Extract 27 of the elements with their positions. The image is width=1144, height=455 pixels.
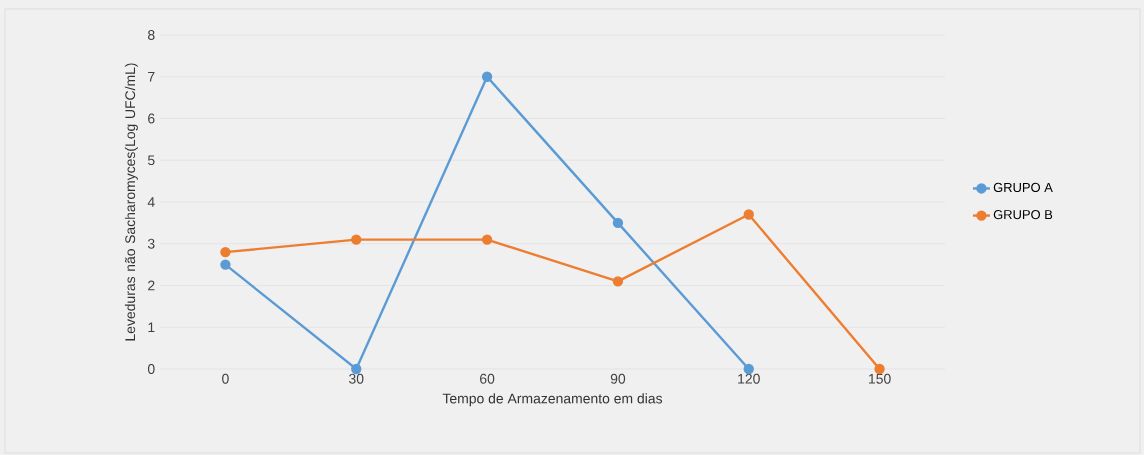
x-tick-label: 150 [869, 373, 891, 384]
y-tick-label: 7 [148, 71, 155, 82]
x-tick-label: 90 [610, 373, 626, 384]
y-tick-label: 8 [148, 30, 155, 40]
point [612, 217, 624, 229]
y-axis-title: Leveduras não Sacharomyces(Log UFC/mL) [124, 63, 138, 341]
legend-label: GRUPO B [993, 209, 1053, 220]
y-tick-label: 5 [147, 155, 155, 166]
y-tick-label: 0 [147, 364, 155, 374]
x-tick-label: 0 [222, 373, 229, 384]
point [220, 259, 231, 270]
point [481, 71, 493, 82]
x-tick-label: 30 [349, 373, 364, 384]
y-tick-label: 2 [148, 280, 155, 291]
point [743, 209, 754, 220]
point [220, 246, 231, 258]
y-tick-label: 3 [147, 238, 155, 249]
legend-label: GRUPO A [993, 182, 1053, 193]
x-tick-label: 120 [738, 373, 760, 384]
y-tick-label: 4 [147, 197, 155, 207]
x-axis-title: Tempo de Armazenamento em dias [442, 393, 663, 407]
y-tick-label: 6 [148, 113, 155, 124]
point [612, 276, 624, 287]
x-tick-label: 60 [480, 373, 495, 384]
y-tick-label: 1 [148, 322, 155, 333]
point [481, 234, 493, 245]
point [351, 234, 362, 245]
